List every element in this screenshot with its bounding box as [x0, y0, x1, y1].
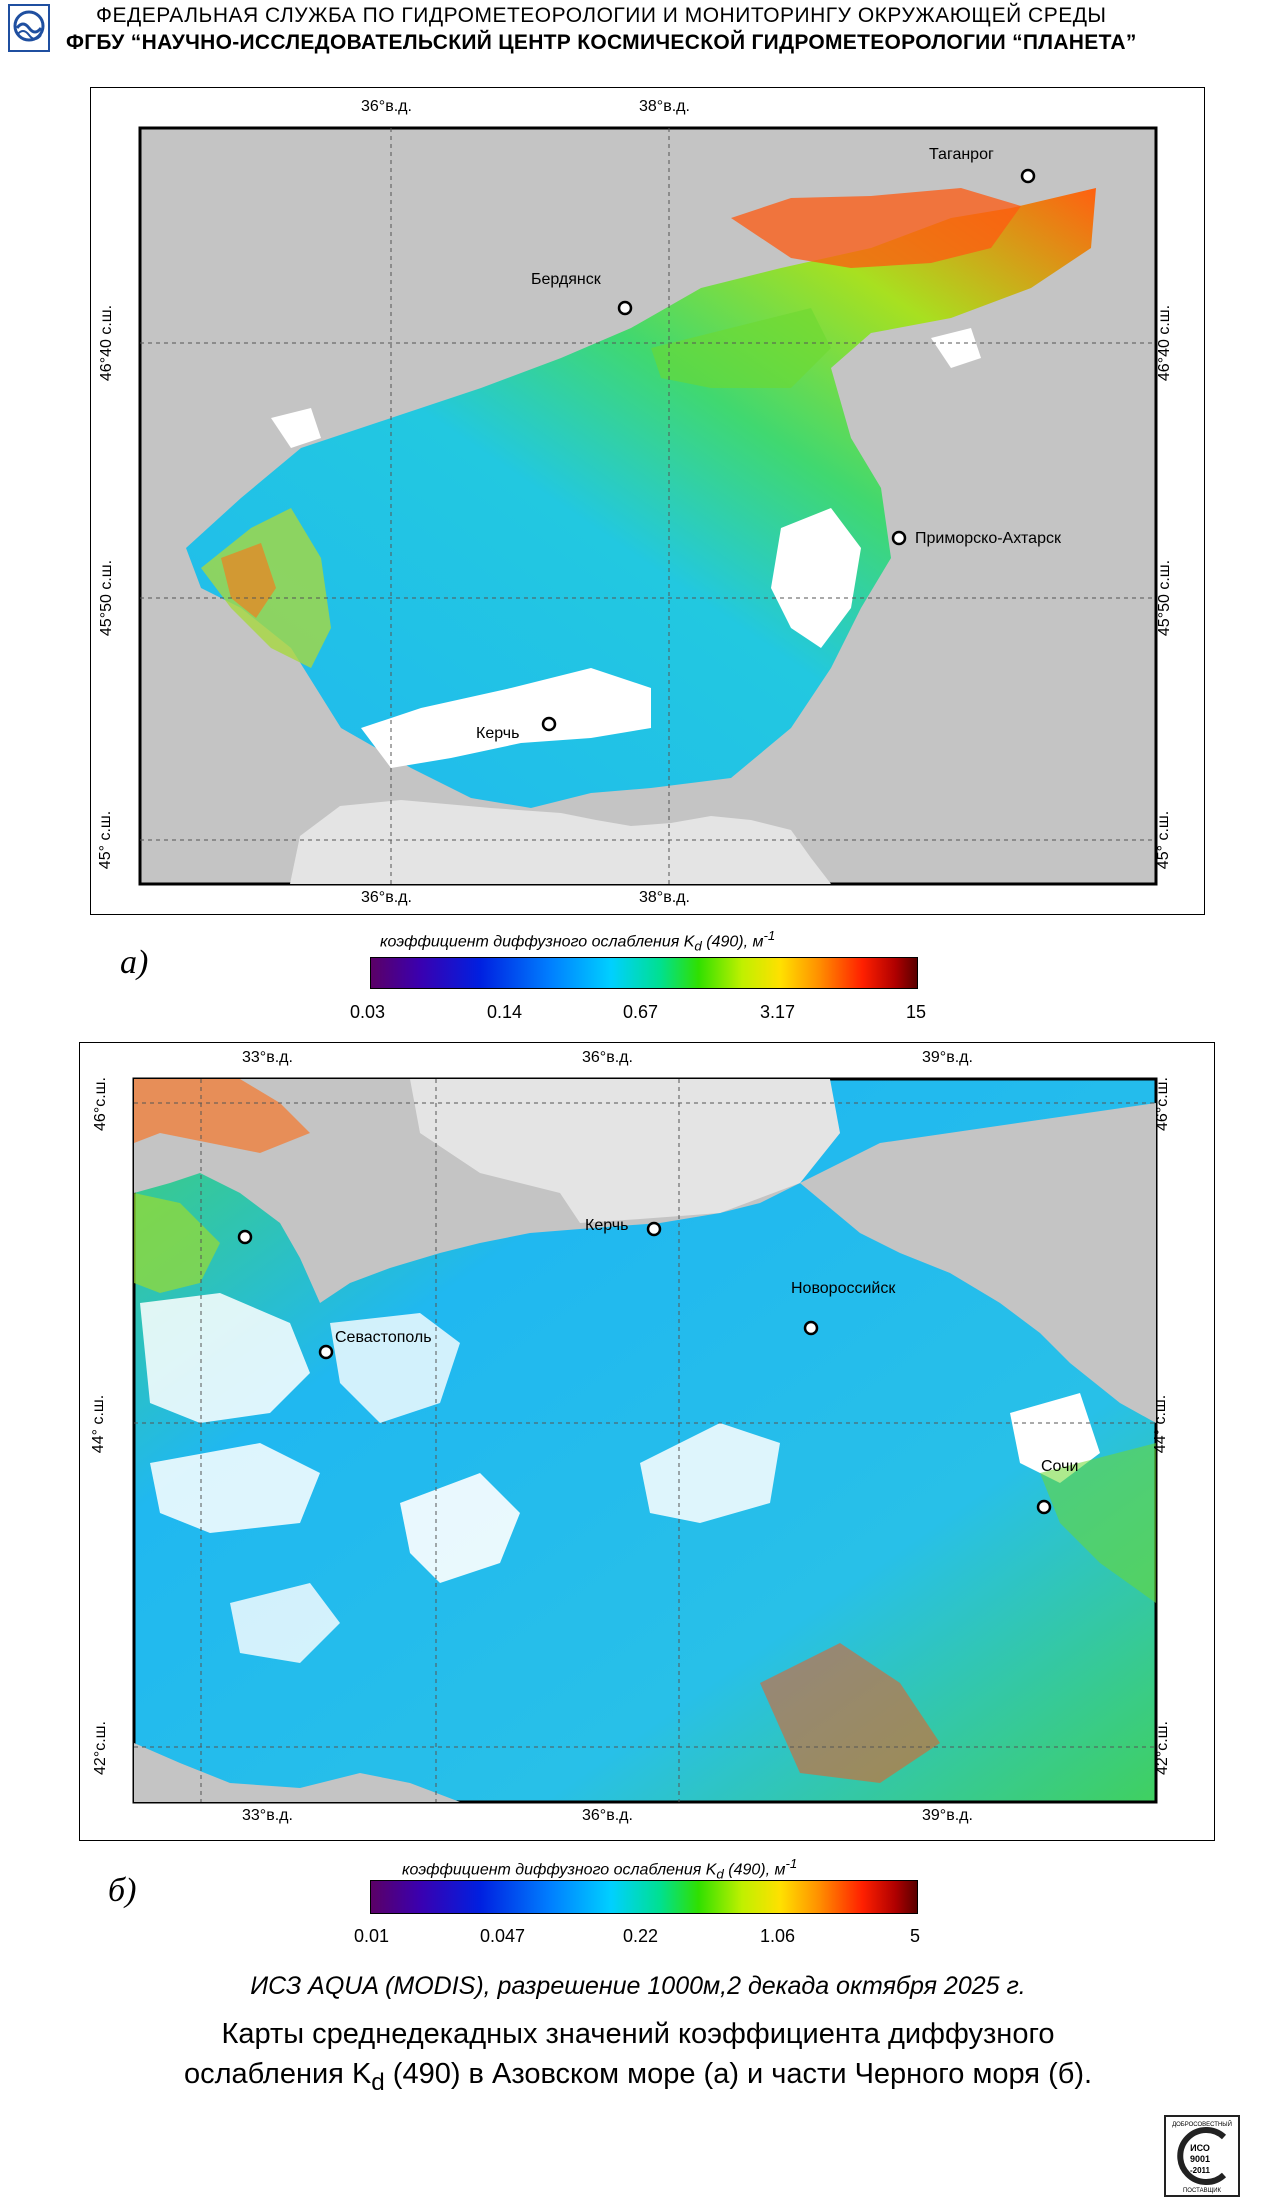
lon-tick-bottom-38: 38°в.д.	[639, 889, 690, 906]
colorbar-a-label-3: 3.17	[760, 1002, 796, 1022]
svg-text:ДОБРОСОВЕСТНЫЙ: ДОБРОСОВЕСТНЫЙ	[1172, 2120, 1232, 2128]
agency-title: ФЕДЕРАЛЬНАЯ СЛУЖБА ПО ГИДРОМЕТЕОРОЛОГИИ …	[96, 4, 1107, 27]
satellite-caption: ИСЗ AQUA (MODIS), разрешение 1000м,2 дек…	[250, 1972, 1026, 2000]
city-marker-novorossiysk	[803, 1320, 819, 1336]
city-marker-kerch	[541, 716, 557, 732]
land-turkey	[134, 1743, 460, 1802]
city-marker-west	[237, 1229, 253, 1245]
colorbar-a-label-1: 0.14	[487, 1002, 523, 1022]
lat-tick-right-4640: 46°40 с.ш.	[1156, 304, 1174, 382]
colorbar-a-label-4: 15	[906, 1002, 927, 1022]
city-label-sevastopol: Севастополь	[335, 1329, 432, 1346]
panel-b-letter: б)	[108, 1872, 137, 1909]
city-label-sochi: Сочи	[1041, 1458, 1079, 1475]
city-marker-primorsko-akhtarsk	[891, 530, 907, 546]
azov-sea-water	[186, 188, 1096, 808]
azov-sea-map	[138, 126, 1158, 886]
roshydromet-logo-icon	[8, 4, 50, 52]
city-marker-sevastopol	[318, 1344, 334, 1360]
colorbar-b	[370, 1880, 918, 1914]
city-marker-kerch-b	[646, 1221, 662, 1237]
colorbar-b-label-2: 0.22	[623, 1926, 659, 1946]
land-caucasus	[800, 1103, 1156, 1423]
land-crimea	[290, 800, 831, 884]
lat-tick-right-45: 45° с.ш.	[1155, 810, 1173, 870]
panel-a-letter: а)	[120, 944, 149, 981]
colorbar-b-kd: K	[705, 1861, 717, 1879]
city-marker-sochi	[1036, 1499, 1052, 1515]
colorbar-b-label-1: 0.047	[480, 1926, 526, 1946]
lat-tick-right-46: 46°с.ш.	[1153, 1077, 1171, 1131]
lon-tick-bottom-33: 33°в.д.	[242, 1807, 293, 1824]
center-title: ФГБУ “НАУЧНО-ИССЛЕДОВАТЕЛЬСКИЙ ЦЕНТР КОС…	[66, 31, 1137, 54]
lon-tick-bottom-39: 39°в.д.	[922, 1807, 973, 1824]
svg-text:ИСО: ИСО	[1190, 2143, 1210, 2153]
lat-tick-left-45: 45° с.ш.	[97, 810, 115, 870]
figure-caption: Карты среднедекадных значений коэффициен…	[0, 2014, 1276, 2103]
lon-tick-top-38: 38°в.д.	[639, 98, 690, 115]
figure-caption-line2: ослабления Kd (490) в Азовском море (а) …	[183, 2058, 1093, 2096]
lat-tick-left-46: 46°с.ш.	[91, 1077, 109, 1131]
lon-tick-bottom-36: 36°в.д.	[361, 889, 412, 906]
lon-tick-bottom-36: 36°в.д.	[582, 1807, 633, 1824]
colorbar-a-kd: K	[683, 933, 695, 951]
iso-stamp-icon: ДОБРОСОВЕСТНЫЙ ИСО 9001 -2011 ПОСТАВЩИК	[1172, 2120, 1232, 2194]
lat-tick-left-44: 44° с.ш.	[90, 1394, 108, 1454]
cloud-patch-b	[140, 1293, 310, 1423]
city-label-kerch-b: Керчь	[585, 1217, 629, 1234]
city-marker-taganrog	[1020, 168, 1036, 184]
map-panel-black-sea: Керчь Севастополь Новороссийск Сочи 33°в…	[79, 1042, 1215, 1841]
graticule-b	[134, 1079, 1156, 1802]
city-label-berdyansk: Бердянск	[531, 271, 601, 288]
graticule	[140, 128, 1156, 884]
svg-text:ПОСТАВЩИК: ПОСТАВЩИК	[1183, 2188, 1222, 2194]
svg-text:9001: 9001	[1190, 2154, 1210, 2164]
lon-tick-top-33: 33°в.д.	[242, 1049, 293, 1066]
black-sea-map	[132, 1077, 1158, 1804]
city-marker-berdyansk	[617, 300, 633, 316]
colorbar-a-title: коэффициент диффузного ослабления Kd (49…	[380, 928, 776, 954]
colorbar-b-title: коэффициент диффузного ослабления Kd (49…	[402, 1856, 798, 1882]
land-azov-area	[410, 1079, 840, 1223]
lon-tick-top-39: 39°в.д.	[922, 1049, 973, 1066]
city-label-primorsko-akhtarsk: Приморско-Ахтарск	[915, 530, 1061, 547]
city-label-kerch: Керчь	[476, 725, 520, 742]
lat-tick-right-42: 42°с.ш.	[1153, 1721, 1171, 1775]
lat-tick-right-4550: 45°50 с.ш.	[1156, 559, 1174, 637]
lat-tick-left-4640: 46°40 с.ш.	[98, 304, 116, 382]
colorbar-a-label-2: 0.67	[623, 1002, 659, 1022]
cloud-patch	[361, 668, 651, 768]
colorbar-b-label-0: 0.01	[354, 1926, 390, 1946]
svg-text:-2011: -2011	[1190, 2166, 1211, 2175]
iso-certification-stamp: ДОБРОСОВЕСТНЫЙ ИСО 9001 -2011 ПОСТАВЩИК	[1164, 2115, 1240, 2197]
colorbar-a-label-0: 0.03	[350, 1002, 386, 1022]
colorbar-b-label-4: 5	[910, 1926, 921, 1946]
lon-tick-top-36: 36°в.д.	[361, 98, 412, 115]
lat-tick-right-44: 44° с.ш.	[1152, 1394, 1170, 1454]
colorbar-b-label-3: 1.06	[760, 1926, 796, 1946]
lon-tick-top-36: 36°в.д.	[582, 1049, 633, 1066]
city-label-taganrog: Таганрог	[929, 146, 994, 163]
map-panel-azov: Таганрог Бердянск Приморско-Ахтарск Керч…	[90, 87, 1205, 915]
city-label-novorossiysk: Новороссийск	[791, 1280, 896, 1297]
colorbar-a	[370, 957, 918, 989]
lat-tick-left-4550: 45°50 с.ш.	[98, 559, 116, 637]
lat-tick-left-42: 42°с.ш.	[91, 1721, 109, 1775]
figure-caption-line1: Карты среднедекадных значений коэффициен…	[221, 2018, 1055, 2050]
